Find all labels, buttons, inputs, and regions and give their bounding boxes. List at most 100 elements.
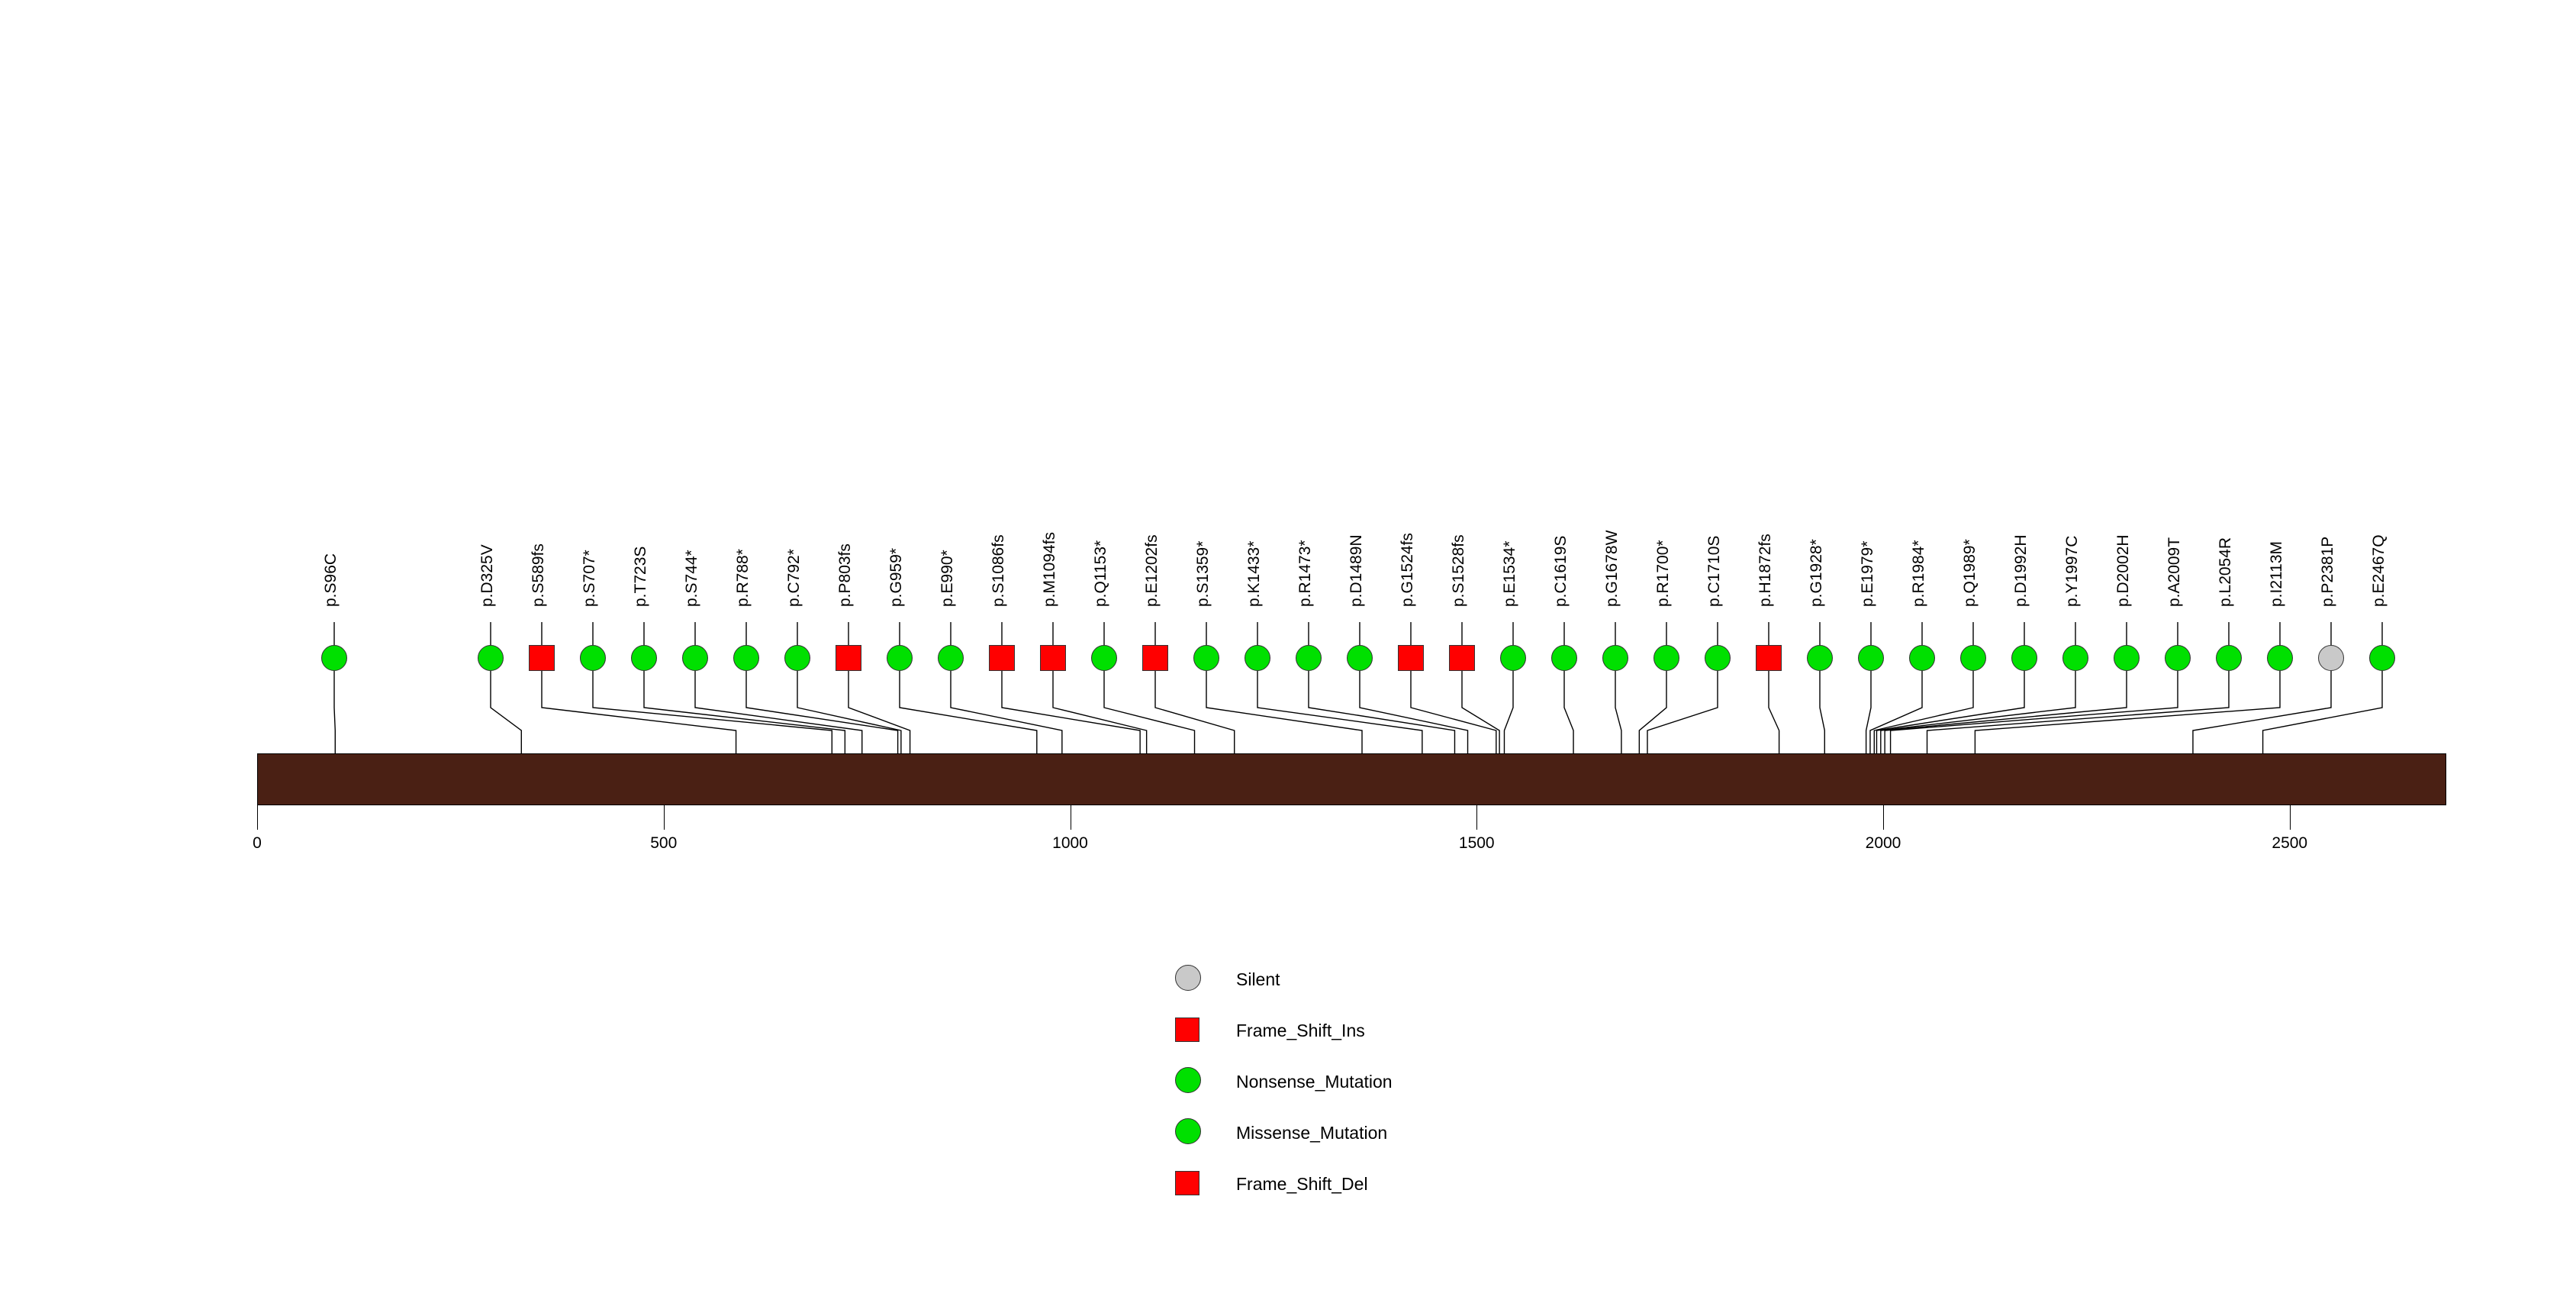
mutation-label: p.S744* (683, 550, 700, 607)
mutation-label: p.S1086fs (990, 534, 1007, 607)
mutation-marker-py1997c[interactable] (2062, 645, 2088, 671)
mutation-label: p.S1359* (1194, 540, 1212, 607)
mutation-marker-pc1619s[interactable] (1551, 645, 1577, 671)
mutation-marker-pc1710s[interactable] (1705, 645, 1731, 671)
mutation-marker-pc792[interactable] (784, 645, 810, 671)
mutation-label: p.E1979* (1859, 540, 1876, 607)
mutation-marker-pr1473[interactable] (1296, 645, 1322, 671)
legend-label: Nonsense_Mutation (1236, 1072, 1393, 1092)
mutation-label: p.R788* (734, 549, 752, 607)
mutation-label: p.C792* (785, 549, 803, 607)
mutation-marker-ps1359[interactable] (1193, 645, 1219, 671)
mutation-marker-pm1094fs[interactable] (1040, 645, 1066, 671)
mutation-label: p.E2467Q (2370, 534, 2388, 607)
mutation-marker-pa2009t[interactable] (2165, 645, 2191, 671)
mutation-label: p.E990* (939, 550, 956, 607)
mutation-marker-pk1433[interactable] (1245, 645, 1270, 671)
axis-tick (1883, 805, 1884, 830)
mutation-label: p.L2054R (2217, 537, 2234, 607)
mutation-label: p.R1473* (1296, 540, 1314, 607)
mutation-marker-pt723s[interactable] (631, 645, 657, 671)
mutation-label: p.S707* (581, 550, 598, 607)
axis-tick-label: 2000 (1865, 834, 1901, 852)
mutation-marker-ps96c[interactable] (321, 645, 347, 671)
mutation-label: p.C1619S (1552, 535, 1570, 607)
mutation-marker-ph1872fs[interactable] (1756, 645, 1782, 671)
legend-swatch-missense_mutation (1175, 1118, 1201, 1144)
mutation-marker-pg1524fs[interactable] (1398, 645, 1424, 671)
mutation-label: p.P803fs (836, 543, 854, 607)
mutation-label: p.S1528fs (1450, 534, 1467, 607)
legend-swatch-nonsense_mutation (1175, 1067, 1201, 1093)
mutation-label: p.Q1153* (1092, 540, 1109, 607)
mutation-marker-pg1678w[interactable] (1602, 645, 1628, 671)
mutation-label: p.S96C (322, 553, 340, 607)
mutation-marker-pp2381p[interactable] (2318, 645, 2344, 671)
axis-tick-label: 0 (253, 834, 262, 852)
mutation-label: p.G1524fs (1399, 533, 1416, 607)
mutation-marker-pp803fs[interactable] (836, 645, 861, 671)
mutation-label: p.G1928* (1808, 539, 1825, 607)
legend-swatch-frame_shift_del (1175, 1171, 1199, 1195)
mutation-label: p.Q1989* (1961, 539, 1979, 607)
mutation-marker-pg1928[interactable] (1807, 645, 1833, 671)
legend-label: Silent (1236, 969, 1280, 989)
mutation-label: p.G959* (887, 547, 905, 607)
legend-label: Missense_Mutation (1236, 1123, 1388, 1143)
mutation-label: p.D1992H (2012, 534, 2030, 607)
mutation-label: p.C1710S (1705, 535, 1723, 607)
mutation-marker-pg959[interactable] (887, 645, 913, 671)
mutation-marker-pe1202fs[interactable] (1142, 645, 1168, 671)
axis-tick (1476, 805, 1478, 830)
mutation-label: p.R1700* (1654, 540, 1672, 607)
axis-tick (2289, 805, 2291, 830)
mutation-marker-pe2467q[interactable] (2369, 645, 2395, 671)
mutation-marker-pd325v[interactable] (478, 645, 504, 671)
mutation-marker-pi2113m[interactable] (2267, 645, 2293, 671)
mutation-marker-pe1979[interactable] (1858, 645, 1884, 671)
mutation-marker-ps589fs[interactable] (529, 645, 555, 671)
axis-tick-label: 2500 (2272, 834, 2308, 852)
mutation-label: p.R1984* (1910, 540, 1927, 607)
axis-tick-label: 1500 (1458, 834, 1495, 852)
protein-backbone-bar (257, 753, 2447, 805)
legend-swatch-frame_shift_ins (1175, 1017, 1199, 1042)
mutation-marker-pq1153[interactable] (1091, 645, 1117, 671)
axis-tick-label: 500 (650, 834, 678, 852)
axis-tick (257, 805, 258, 830)
mutation-marker-ps1086fs[interactable] (989, 645, 1015, 671)
mutation-marker-pd2002h[interactable] (2114, 645, 2140, 671)
mutation-label: p.M1094fs (1041, 531, 1058, 607)
mutation-marker-pe990[interactable] (938, 645, 964, 671)
mutation-marker-pr1700[interactable] (1653, 645, 1679, 671)
legend-swatch-silent (1175, 965, 1201, 991)
mutation-marker-pl2054r[interactable] (2216, 645, 2242, 671)
mutation-label: p.Y1997C (2063, 535, 2081, 607)
axis-tick-label: 1000 (1052, 834, 1088, 852)
legend-label: Frame_Shift_Del (1236, 1174, 1368, 1194)
mutation-label: p.D1489N (1348, 534, 1365, 607)
mutation-label: p.P2381P (2319, 536, 2336, 607)
mutation-marker-pq1989[interactable] (1960, 645, 1986, 671)
mutation-label: p.T723S (632, 546, 649, 607)
axis-tick (663, 805, 665, 830)
mutation-marker-ps1528fs[interactable] (1449, 645, 1475, 671)
mutation-marker-pd1992h[interactable] (2011, 645, 2037, 671)
mutation-label: p.S589fs (530, 543, 547, 607)
mutation-label: p.A2009T (2165, 537, 2183, 607)
mutation-label: p.H1872fs (1757, 534, 1774, 607)
mutation-label: p.D325V (478, 544, 496, 607)
mutation-marker-pd1489n[interactable] (1347, 645, 1373, 671)
mutation-label: p.G1678W (1603, 530, 1621, 607)
mutation-label: p.E1534* (1501, 540, 1518, 607)
mutation-marker-pe1534[interactable] (1500, 645, 1526, 671)
mutation-marker-ps707[interactable] (580, 645, 606, 671)
mutation-marker-pr788[interactable] (733, 645, 759, 671)
mutation-marker-ps744[interactable] (682, 645, 708, 671)
mutation-label: p.I2113M (2268, 541, 2285, 607)
mutation-label: p.D2002H (2114, 534, 2132, 607)
mutation-marker-pr1984[interactable] (1909, 645, 1935, 671)
legend-label: Frame_Shift_Ins (1236, 1021, 1365, 1040)
